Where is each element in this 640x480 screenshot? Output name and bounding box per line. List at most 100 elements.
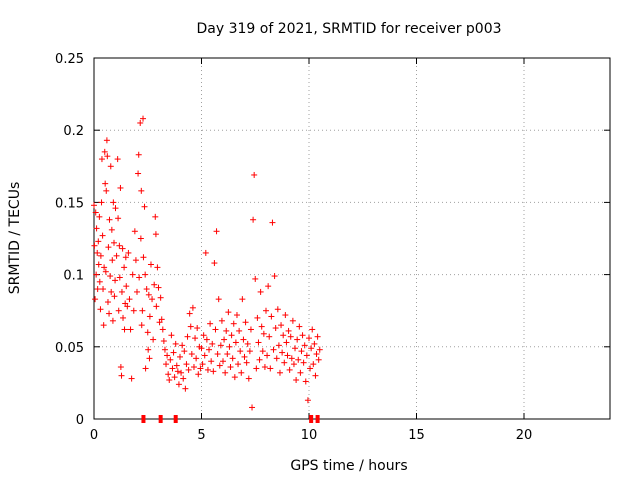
data-point (138, 187, 145, 194)
data-point (242, 319, 249, 326)
data-point (199, 361, 206, 368)
y-tick-label: 0 (76, 413, 84, 428)
data-point (221, 336, 228, 343)
data-point (119, 245, 126, 252)
data-point (260, 330, 267, 337)
data-point (151, 281, 158, 288)
data-point (243, 359, 250, 366)
data-point (170, 349, 177, 356)
plot-frame (93, 57, 611, 420)
data-point (95, 238, 102, 245)
data-point (245, 375, 252, 382)
data-point (289, 317, 296, 324)
data-point (278, 322, 285, 329)
data-point (131, 228, 138, 235)
data-point (236, 327, 243, 334)
data-point (210, 368, 217, 375)
data-point (258, 323, 265, 330)
x-tick-label: 5 (197, 428, 205, 443)
y-tick-label: 0.15 (55, 196, 84, 211)
data-point (93, 271, 100, 278)
data-point (101, 148, 108, 155)
data-point (128, 375, 135, 382)
data-point (122, 254, 129, 261)
data-point (269, 219, 276, 226)
data-point (100, 286, 107, 293)
data-point (195, 371, 202, 378)
data-point (208, 358, 215, 365)
data-point (117, 184, 124, 191)
data-point (126, 296, 133, 303)
data-point (247, 326, 254, 333)
data-point (220, 358, 226, 365)
data-point (152, 213, 159, 220)
data-point (223, 327, 230, 334)
data-point (237, 348, 244, 355)
data-point (225, 309, 232, 316)
data-points (91, 115, 323, 411)
data-point (301, 342, 308, 349)
data-point (153, 303, 160, 310)
data-point (152, 231, 159, 238)
data-point (144, 329, 151, 336)
data-point (98, 156, 105, 163)
data-point (229, 355, 236, 362)
data-point (115, 307, 122, 314)
data-point (310, 361, 317, 368)
data-point (282, 312, 289, 319)
data-point (135, 151, 142, 158)
data-point (127, 326, 134, 333)
data-point (104, 153, 111, 160)
data-point (314, 333, 321, 340)
data-point (213, 228, 220, 235)
data-point (164, 352, 171, 359)
data-point (136, 274, 143, 281)
flag-marker (141, 415, 146, 423)
data-point (97, 306, 104, 313)
data-point (279, 349, 286, 356)
data-point (179, 342, 186, 349)
data-point (121, 264, 128, 271)
data-point (138, 322, 145, 329)
data-point (143, 286, 150, 293)
data-point (228, 332, 235, 339)
data-point (302, 378, 309, 385)
data-point (297, 369, 304, 376)
data-point (102, 268, 109, 275)
data-point (112, 205, 119, 212)
data-point (159, 326, 166, 333)
data-point (285, 327, 292, 334)
data-point (177, 353, 183, 360)
data-point (250, 216, 257, 223)
data-point (182, 385, 189, 392)
data-point (254, 314, 261, 321)
data-point (117, 364, 124, 371)
data-point (264, 352, 271, 359)
y-tick-label: 0.05 (55, 341, 84, 356)
data-point (308, 345, 315, 352)
data-point (101, 264, 108, 271)
data-point (200, 332, 207, 339)
data-point (268, 313, 275, 320)
data-point (296, 323, 303, 330)
data-point (95, 261, 102, 268)
data-point (140, 254, 147, 261)
x-tick-label: 20 (516, 428, 533, 443)
data-point (93, 225, 100, 232)
data-point (207, 320, 214, 327)
data-point (116, 274, 123, 281)
data-point (316, 346, 323, 353)
grid-lines (94, 58, 610, 419)
data-point (270, 346, 277, 353)
data-point (303, 352, 310, 359)
data-point (315, 356, 322, 363)
data-point (246, 348, 253, 355)
flag-marker (315, 415, 320, 423)
data-point (178, 369, 185, 376)
data-point (186, 310, 193, 317)
data-point (94, 286, 101, 293)
data-point (203, 336, 210, 343)
data-point (222, 369, 229, 376)
data-point (298, 348, 305, 355)
data-point (206, 346, 213, 353)
